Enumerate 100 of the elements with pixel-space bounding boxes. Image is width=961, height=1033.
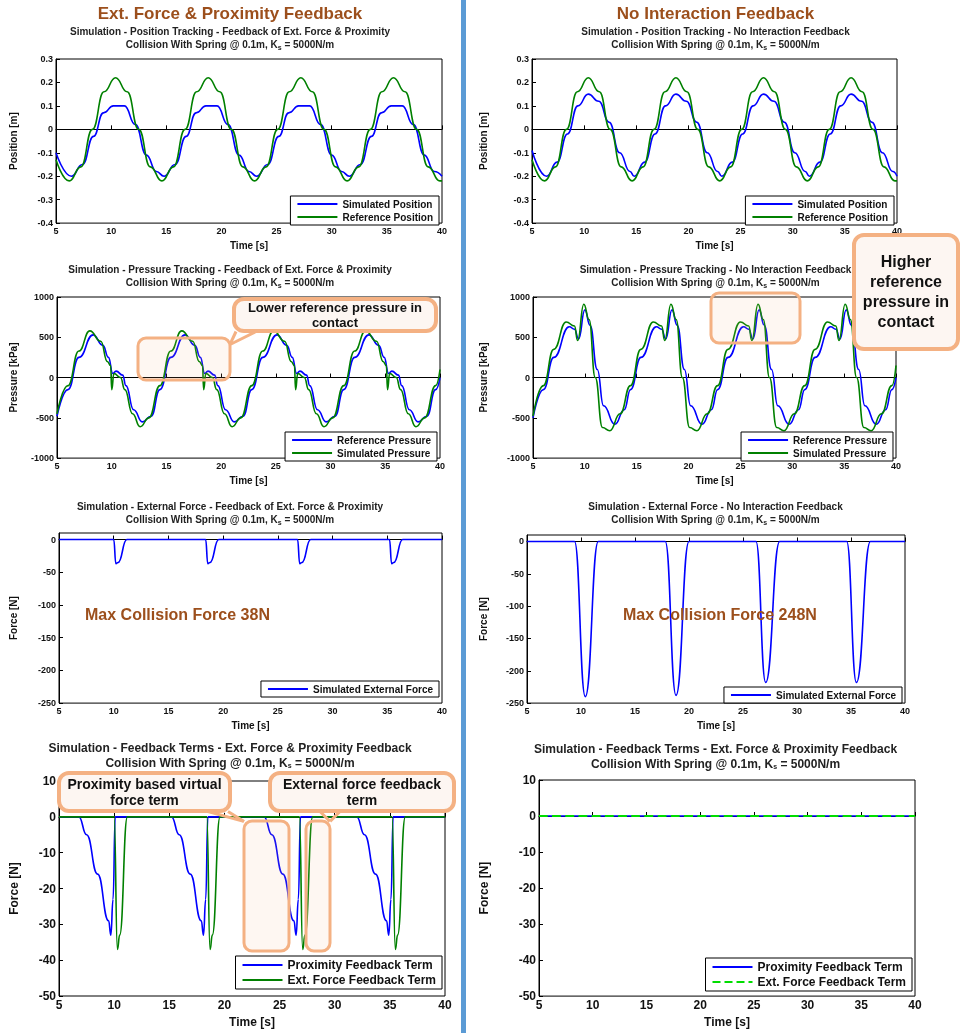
x-axis-title: Time [s]: [229, 239, 269, 251]
y-tick-label: -250: [37, 698, 56, 709]
x-axis-title: Time [s]: [695, 474, 734, 486]
y-tick-label: -150: [37, 632, 56, 643]
x-tick-label: 35: [380, 460, 391, 471]
y-tick-label: -0.4: [37, 218, 53, 229]
y-tick-label: -250: [505, 698, 524, 709]
y-axis-title: Force [N]: [477, 597, 489, 641]
y-tick-label: -0.1: [513, 147, 529, 158]
legend-label: Simulated Pressure: [793, 447, 887, 459]
y-tick-label: -0.2: [37, 171, 53, 182]
y-tick-label: 0: [523, 124, 529, 135]
y-tick-label: 0: [529, 809, 537, 824]
y-tick-label: -0.2: [513, 171, 529, 182]
y-tick-label: 0: [50, 534, 56, 545]
x-tick-label: 30: [791, 705, 803, 716]
x-tick-label: 10: [586, 998, 600, 1013]
x-axis-title: Time [s]: [231, 719, 270, 731]
x-tick-label: 40: [908, 998, 922, 1013]
y-tick-label: 10: [42, 774, 57, 788]
x-tick-label: 40: [899, 705, 911, 716]
y-tick-label: -50: [510, 568, 524, 579]
x-tick-label: 15: [163, 705, 174, 716]
y-tick-label: -50: [38, 989, 57, 1003]
y-tick-label: -0.1: [37, 147, 53, 158]
y-tick-label: 1000: [509, 292, 530, 302]
y-tick-label: 1000: [33, 292, 54, 302]
y-tick-label: -200: [37, 665, 56, 676]
y-tick-label: -0.3: [37, 194, 53, 205]
x-tick-label: 40: [890, 460, 902, 471]
y-tick-label: -20: [38, 881, 57, 896]
y-tick-label: -10: [518, 845, 537, 860]
x-tick-label: 35: [381, 225, 392, 236]
y-tick-label: 500: [514, 332, 530, 343]
chart-title: Ext. Force & Proximity Feedback: [97, 4, 363, 23]
callout-box: Proximity based virtual force term: [57, 771, 232, 813]
x-tick-label: 30: [787, 225, 798, 236]
x-tick-label: 10: [107, 998, 122, 1012]
legend-label: Proximity Feedback Term: [287, 958, 433, 972]
x-tick-label: 10: [579, 460, 590, 471]
x-tick-label: 20: [683, 705, 695, 716]
x-tick-label: 10: [106, 460, 117, 471]
y-tick-label: -30: [518, 917, 537, 932]
x-axis-title: Time [s]: [696, 719, 736, 731]
x-tick-label: 20: [218, 705, 229, 716]
y-tick-label: -10: [38, 845, 57, 860]
x-tick-label: 15: [631, 460, 642, 471]
line-series: [531, 76, 898, 182]
legend-label: Ext. Force Feedback Term: [287, 973, 436, 987]
x-tick-label: 30: [325, 460, 336, 471]
callout-box: Lower reference pressure in contact: [232, 297, 438, 333]
y-tick-label: -0.4: [513, 218, 529, 229]
annotation: Max Collision Force 38N: [85, 606, 270, 624]
x-tick-label: 15: [161, 460, 172, 471]
y-tick-label: -1000: [30, 453, 54, 464]
y-tick-label: -40: [38, 953, 57, 968]
x-tick-label: 35: [839, 225, 850, 236]
y-axis-title: Pressure [kPa]: [477, 342, 489, 413]
x-tick-label: 15: [639, 998, 654, 1013]
legend-label: Reference Position: [342, 211, 434, 223]
x-tick-label: 15: [631, 225, 642, 236]
legend-label: Reference Pressure: [793, 434, 888, 446]
legend-label: Reference Pressure: [337, 434, 432, 446]
line-series: [526, 540, 906, 698]
y-tick-label: -40: [518, 953, 537, 968]
y-tick-label: -50: [42, 567, 56, 578]
y-tick-label: 0.2: [516, 77, 529, 88]
x-tick-label: 30: [328, 998, 342, 1012]
y-tick-label: 0: [518, 536, 524, 547]
x-tick-label: 15: [162, 998, 177, 1012]
x-tick-label: 5: [55, 998, 63, 1012]
x-tick-label: 20: [216, 460, 227, 471]
y-tick-label: 0: [47, 124, 53, 135]
x-tick-label: 25: [272, 998, 287, 1012]
y-axis-title: Pressure [kPa]: [7, 342, 19, 413]
chart-title: No Interaction Feedback: [616, 4, 815, 23]
x-tick-label: 30: [327, 705, 338, 716]
x-tick-label: 40: [434, 460, 446, 471]
x-axis-title: Time [s]: [229, 474, 268, 486]
y-axis-title: Force [N]: [477, 861, 491, 915]
x-tick-label: 5: [53, 225, 59, 236]
y-tick-label: 0: [49, 809, 57, 824]
x-tick-label: 15: [629, 705, 641, 716]
x-tick-label: 40: [436, 225, 448, 236]
x-tick-label: 35: [854, 998, 869, 1013]
x-tick-label: 25: [270, 460, 281, 471]
x-tick-label: 5: [524, 705, 530, 716]
y-tick-label: -150: [505, 633, 524, 644]
y-axis-title: Force [N]: [7, 862, 21, 915]
x-tick-label: 35: [383, 998, 397, 1012]
x-tick-label: 5: [56, 705, 62, 716]
x-tick-label: 10: [108, 705, 119, 716]
y-tick-label: 10: [522, 773, 537, 787]
x-tick-label: 30: [787, 460, 798, 471]
legend-label: Simulated Pressure: [337, 447, 431, 459]
x-tick-label: 30: [326, 225, 337, 236]
x-tick-label: 20: [216, 225, 227, 236]
x-tick-label: 25: [271, 225, 282, 236]
y-tick-label: 500: [38, 332, 54, 343]
line-series: [531, 93, 898, 178]
